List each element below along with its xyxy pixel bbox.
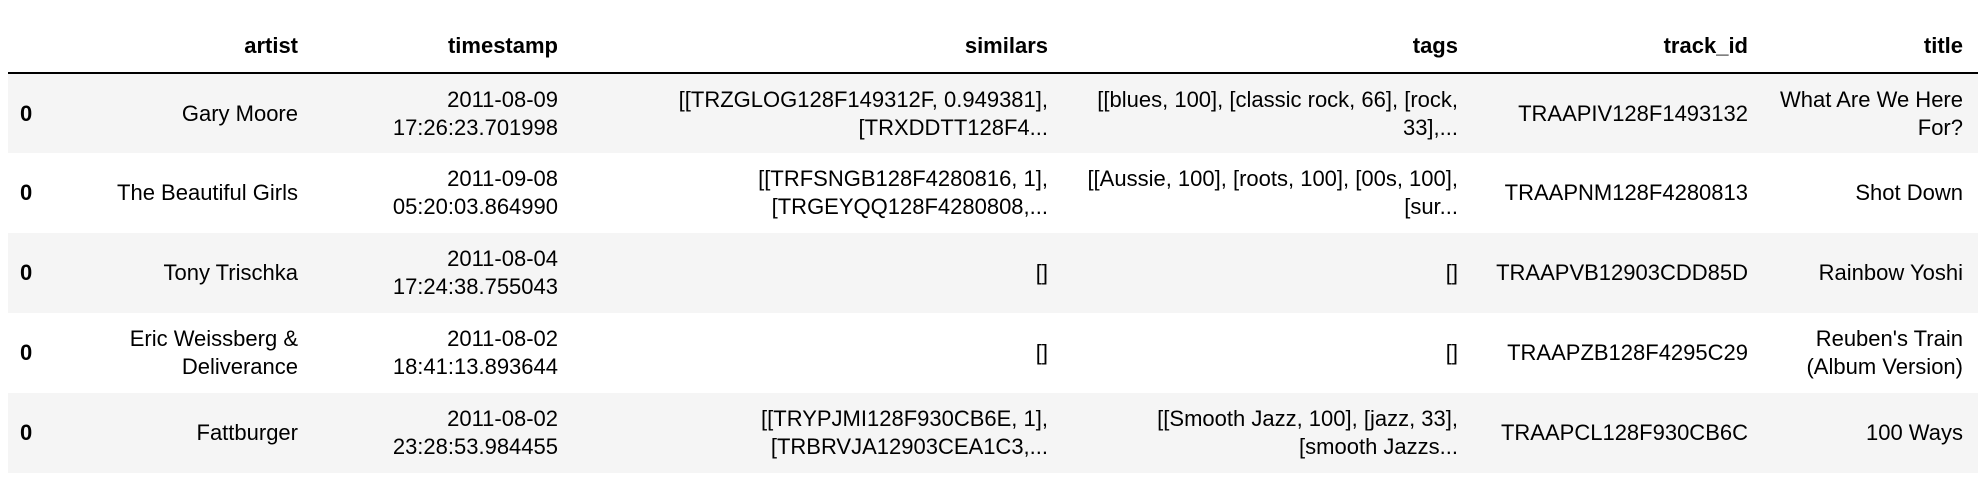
table-row: 0 The Beautiful Girls 2011-09-08 05:20:0… xyxy=(8,153,1978,233)
cell-artist: Gary Moore xyxy=(181,100,298,126)
dataframe-table: artist timestamp similars tags track_id … xyxy=(8,20,1978,473)
cell-similars: [] xyxy=(1035,260,1048,285)
cell-title: Shot Down xyxy=(1855,180,1963,205)
cell-tags: [[Aussie, 100], [roots, 100], [00s, 100]… xyxy=(1087,166,1458,219)
cell-artist: Tony Trischka xyxy=(163,260,299,285)
row-index: 0 xyxy=(20,180,33,205)
cell-tags: [] xyxy=(1445,260,1458,285)
column-header-track-id: track_id xyxy=(1473,20,1763,74)
cell-similars: [[TRZGLOG128F149312F, 0.949381], [TRXDDT… xyxy=(678,86,1048,140)
table-row: 0 Eric Weissberg & Deliverance 2011-08-0… xyxy=(8,313,1978,393)
column-header-title: title xyxy=(1763,20,1978,74)
cell-title: 100 Ways xyxy=(1865,420,1963,445)
cell-track-id: TRAAPZB128F4295C29 xyxy=(1507,340,1748,365)
cell-track-id: TRAAPVB12903CDD85D xyxy=(1496,260,1748,285)
row-index: 0 xyxy=(20,340,33,365)
column-header-tags: tags xyxy=(1063,20,1473,74)
cell-tags: [] xyxy=(1445,340,1458,365)
cell-similars: [[TRYPJMI128F930CB6E, 1], [TRBRVJA12903C… xyxy=(761,406,1048,459)
cell-title: Rainbow Yoshi xyxy=(1818,260,1963,285)
table-row: 0 Gary Moore 2011-08-09 17:26:23.701998 … xyxy=(8,73,1978,153)
table-row: 0 Fattburger 2011-08-02 23:28:53.984455 … xyxy=(8,393,1978,473)
cell-timestamp: 2011-08-02 18:41:13.893644 xyxy=(392,326,558,379)
table-body: 0 Gary Moore 2011-08-09 17:26:23.701998 … xyxy=(8,73,1978,473)
column-header-timestamp: timestamp xyxy=(313,20,573,74)
cell-timestamp: 2011-08-09 17:26:23.701998 xyxy=(392,86,558,140)
cell-tags: [[Smooth Jazz, 100], [jazz, 33], [smooth… xyxy=(1157,406,1458,459)
header-row: artist timestamp similars tags track_id … xyxy=(8,20,1978,74)
cell-artist: Fattburger xyxy=(196,420,299,445)
cell-similars: [] xyxy=(1035,340,1048,365)
row-index: 0 xyxy=(20,100,33,126)
cell-track-id: TRAAPIV128F1493132 xyxy=(1518,100,1748,126)
table-row: 0 Tony Trischka 2011-08-04 17:24:38.7550… xyxy=(8,233,1978,313)
cell-title: What Are We Here For? xyxy=(1780,86,1963,140)
cell-track-id: TRAAPNM128F4280813 xyxy=(1504,180,1748,205)
cell-tags: [[blues, 100], [classic rock, 66], [rock… xyxy=(1097,86,1458,140)
cell-timestamp: 2011-08-04 17:24:38.755043 xyxy=(392,246,558,299)
cell-similars: [[TRFSNGB128F4280816, 1], [TRGEYQQ128F42… xyxy=(758,166,1048,219)
column-header-index xyxy=(8,20,68,74)
cell-track-id: TRAAPCL128F930CB6C xyxy=(1500,420,1748,445)
row-index: 0 xyxy=(20,260,33,285)
row-index: 0 xyxy=(20,420,33,445)
cell-timestamp: 2011-09-08 05:20:03.864990 xyxy=(392,166,558,219)
cell-artist: Eric Weissberg & Deliverance xyxy=(129,326,298,379)
table-header: artist timestamp similars tags track_id … xyxy=(8,20,1978,74)
column-header-artist: artist xyxy=(68,20,313,74)
cell-timestamp: 2011-08-02 23:28:53.984455 xyxy=(392,406,558,459)
dataframe-output: artist timestamp similars tags track_id … xyxy=(8,20,1978,473)
cell-artist: The Beautiful Girls xyxy=(117,180,298,205)
column-header-similars: similars xyxy=(573,20,1063,74)
cell-title: Reuben's Train (Album Version) xyxy=(1806,326,1963,379)
